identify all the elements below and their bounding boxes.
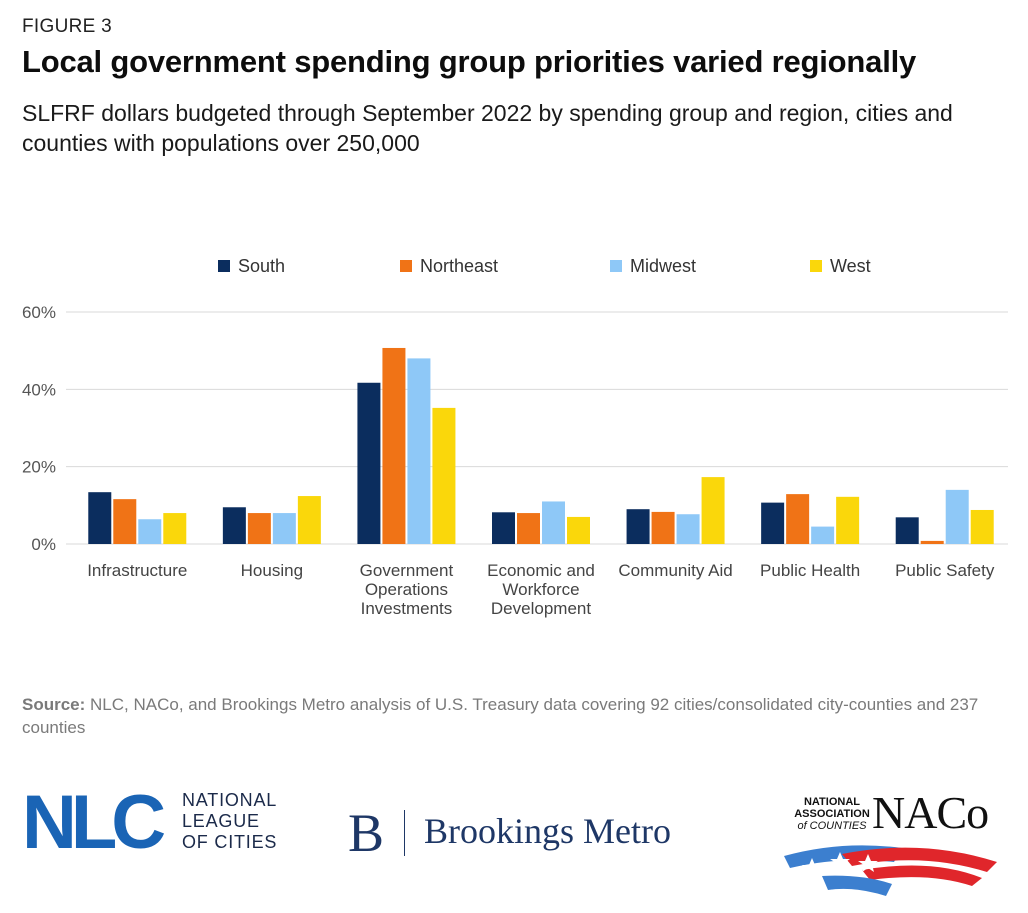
x-category-label: Housing — [241, 561, 303, 580]
x-category-label: Community Aid — [618, 561, 732, 580]
bar — [113, 499, 137, 544]
y-tick-label: 40% — [22, 380, 56, 399]
y-tick-label: 60% — [22, 303, 56, 322]
legend-label: South — [238, 256, 285, 276]
bar — [138, 519, 162, 544]
bar — [945, 489, 969, 544]
naco-logo: NATIONAL ASSOCIATION of COUNTIES NACo — [782, 787, 1012, 900]
bar — [297, 496, 321, 544]
bar — [811, 526, 835, 544]
legend-swatch — [610, 260, 622, 272]
naco-line3: of COUNTIES — [797, 820, 867, 832]
legend-swatch — [810, 260, 822, 272]
bar — [567, 516, 590, 544]
naco-flag-icon — [784, 845, 997, 896]
figure-label: FIGURE 3 — [22, 16, 113, 37]
nlc-line2: LEAGUE — [182, 811, 260, 831]
x-category-label: Government — [360, 561, 454, 580]
bar — [432, 407, 456, 544]
legend-label: West — [830, 256, 871, 276]
x-category-label: Workforce — [502, 580, 579, 599]
bar — [357, 382, 381, 544]
x-category-label: Development — [491, 599, 591, 618]
bar — [382, 347, 406, 544]
naco-mark: NACo — [872, 787, 989, 838]
bar — [701, 477, 725, 544]
chart-title: Local government spending group prioriti… — [22, 44, 917, 79]
naco-wordmark: NATIONAL ASSOCIATION of COUNTIES — [786, 796, 878, 832]
brookings-mark: B — [348, 803, 385, 863]
y-tick-label: 0% — [31, 535, 56, 554]
legend-swatch — [400, 260, 412, 272]
bar — [651, 511, 675, 544]
x-category-label: Operations — [365, 580, 448, 599]
chart-subtitle: SLFRF dollars budgeted through September… — [22, 100, 953, 156]
legend-label: Midwest — [630, 256, 696, 276]
brookings-divider — [404, 810, 405, 856]
nlc-mark: NLC — [22, 786, 170, 854]
x-category-label: Public Safety — [895, 561, 995, 580]
nlc-line1: NATIONAL — [182, 790, 278, 810]
bar — [163, 513, 187, 544]
y-tick-label: 20% — [22, 458, 56, 477]
naco-line2: ASSOCIATION — [794, 808, 870, 820]
x-category-label: Public Health — [760, 561, 860, 580]
bar — [626, 509, 650, 544]
legend-swatch — [218, 260, 230, 272]
bar — [676, 514, 700, 544]
bar — [407, 358, 431, 544]
source-label: Source: — [22, 695, 86, 714]
nlc-wordmark: NATIONAL LEAGUE OF CITIES — [182, 790, 322, 853]
nlc-line3: OF CITIES — [182, 832, 278, 852]
bar — [836, 496, 860, 544]
source-text: NLC, NACo, and Brookings Metro analysis … — [22, 695, 979, 737]
bar — [970, 509, 994, 544]
bar — [786, 494, 810, 544]
bar-chart: 0% 20% 40% 60% South Northeast Midwest West Infr… — [22, 256, 1008, 618]
bar — [895, 517, 919, 544]
x-category-label: Infrastructure — [87, 561, 187, 580]
x-category-label: Economic and — [487, 561, 595, 580]
brookings-name: Brookings Metro — [424, 811, 671, 851]
naco-line1: NATIONAL — [803, 796, 860, 808]
nlc-mark-text: NLC — [22, 786, 164, 854]
bar — [492, 512, 515, 544]
bar — [88, 492, 112, 544]
bar — [222, 507, 246, 544]
legend-label: Northeast — [420, 256, 498, 276]
bar — [920, 540, 944, 544]
source-note: Source: NLC, NACo, and Brookings Metro a… — [22, 693, 1007, 739]
bar — [272, 513, 296, 544]
bar — [247, 513, 271, 544]
bar — [542, 501, 565, 544]
bar — [517, 513, 540, 544]
x-category-label: Investments — [361, 599, 453, 618]
bar — [761, 502, 785, 544]
